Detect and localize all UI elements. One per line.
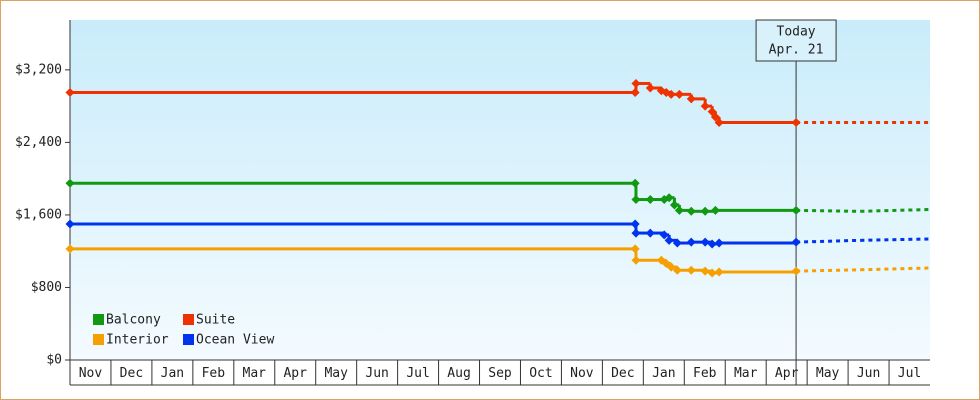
price-point (631, 78, 641, 88)
price-point (700, 101, 710, 111)
price-point (631, 195, 641, 205)
price-point (631, 255, 641, 265)
legend-label: Interior (106, 333, 169, 348)
x-tick-label: Jun (857, 366, 880, 381)
price-point (700, 237, 710, 247)
legend-swatch (93, 314, 104, 325)
today-label: Apr. 21 (769, 43, 824, 58)
price-point (714, 238, 724, 248)
price-point (65, 178, 75, 188)
forecast-line (860, 237, 931, 242)
price-point (65, 88, 75, 98)
x-tick-label: Dec (611, 366, 634, 381)
x-tick-label: May (816, 366, 840, 381)
price-point (65, 244, 75, 254)
legend-swatch (183, 314, 194, 325)
legend-swatch (183, 334, 194, 345)
price-point (791, 117, 801, 127)
price-point (659, 230, 669, 240)
legend-label: Ocean View (196, 333, 274, 348)
forecast-line (860, 207, 931, 213)
price-point (714, 267, 724, 277)
x-tick-label: Jul (406, 366, 429, 381)
x-tick-label: Feb (693, 366, 717, 381)
price-point (710, 205, 720, 215)
today-label: Today (777, 25, 816, 40)
x-tick-label: Dec (120, 366, 143, 381)
y-tick-label: $800 (31, 280, 62, 295)
price-point (630, 88, 640, 98)
price-point (791, 205, 801, 215)
y-tick-label: $2,400 (15, 135, 62, 150)
price-point (714, 117, 724, 127)
price-point (686, 94, 696, 104)
price-point (791, 237, 801, 247)
x-tick-label: Nov (570, 366, 594, 381)
legend-swatch (93, 334, 104, 345)
x-tick-label: Jan (161, 366, 184, 381)
x-tick-label: Apr (775, 366, 799, 381)
price-point (645, 228, 655, 238)
x-tick-label: Sep (488, 366, 512, 381)
forecast-line (796, 238, 861, 244)
price-point (630, 178, 640, 188)
price-point (700, 206, 710, 216)
x-tick-label: Apr (283, 366, 307, 381)
price-point (664, 235, 674, 245)
x-tick-label: May (324, 366, 348, 381)
x-tick-label: Jun (365, 366, 388, 381)
x-tick-label: Jul (898, 366, 921, 381)
price-point (631, 228, 641, 238)
x-tick-label: Mar (734, 366, 758, 381)
x-tick-label: Oct (529, 366, 552, 381)
legend-label: Balcony (106, 313, 161, 328)
price-point (672, 238, 682, 248)
price-point (65, 219, 75, 229)
x-tick-label: Nov (79, 366, 103, 381)
y-tick-label: $0 (46, 353, 62, 368)
price-point (674, 205, 684, 215)
x-tick-label: Aug (447, 366, 470, 381)
price-point (700, 266, 710, 276)
price-point (686, 206, 696, 216)
today-box (755, 19, 837, 62)
x-tick-label: Mar (243, 366, 267, 381)
forecast-line (860, 266, 931, 272)
price-point (645, 195, 655, 205)
price-point (645, 83, 655, 93)
price-point (710, 112, 720, 122)
legend-label: Suite (196, 313, 235, 328)
price-point (791, 266, 801, 276)
plot-area (70, 20, 930, 360)
price-point (707, 268, 717, 278)
y-tick-label: $3,200 (15, 62, 62, 77)
x-tick-label: Jan (652, 366, 675, 381)
price-point (666, 89, 676, 99)
price-point (669, 200, 679, 210)
y-tick-label: $1,600 (15, 207, 62, 222)
price-point (630, 244, 640, 254)
price-point (672, 265, 682, 275)
price-point (664, 193, 674, 203)
price-point (686, 237, 696, 247)
forecast-line (796, 208, 861, 213)
forecast-line (796, 268, 861, 273)
price-point (666, 262, 676, 272)
x-tick-label: Feb (202, 366, 226, 381)
price-point (674, 89, 684, 99)
price-point (686, 265, 696, 275)
price-point (707, 239, 717, 249)
price-point (630, 219, 640, 229)
